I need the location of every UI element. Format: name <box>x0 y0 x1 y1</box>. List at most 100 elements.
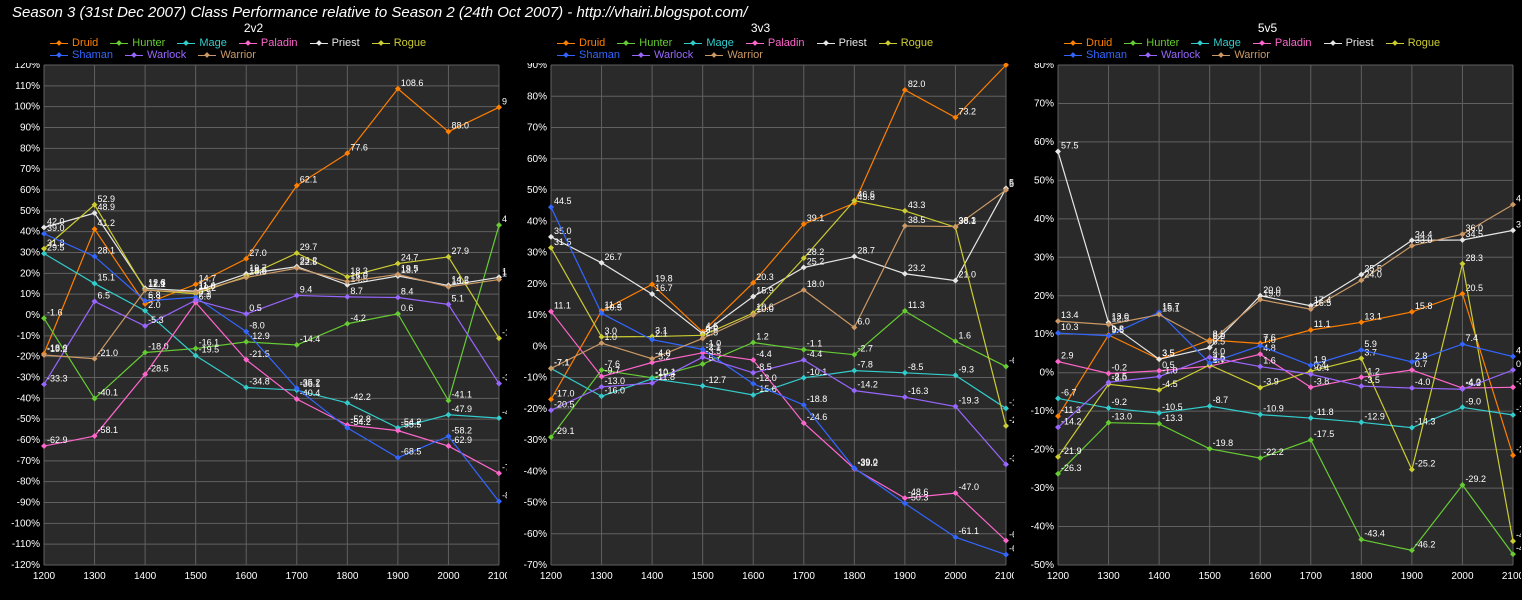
svg-text:6.5: 6.5 <box>98 290 111 300</box>
svg-text:-70%: -70% <box>524 560 547 571</box>
svg-text:-40%: -40% <box>524 466 547 477</box>
svg-text:10.5: 10.5 <box>605 302 623 312</box>
legend-item-priest: Priest <box>310 37 360 49</box>
svg-text:-9.0: -9.0 <box>1465 396 1481 406</box>
legend-marker-icon <box>125 55 143 56</box>
svg-text:70%: 70% <box>527 123 547 134</box>
svg-text:-35.2: -35.2 <box>300 377 321 387</box>
legend-marker-icon <box>372 43 390 44</box>
svg-text:1600: 1600 <box>742 571 765 582</box>
svg-text:2000: 2000 <box>944 571 967 582</box>
chart-panels: 2v2DruidHunterMagePaladinPriestRogueSham… <box>0 21 1522 583</box>
legend-marker-icon <box>705 55 723 56</box>
svg-text:-7.1: -7.1 <box>554 357 570 367</box>
legend-label: Warrior <box>727 49 763 61</box>
svg-text:-50%: -50% <box>524 498 547 509</box>
svg-text:1.2: 1.2 <box>756 332 769 342</box>
legend-item-druid: Druid <box>1064 37 1112 49</box>
legend-item-shaman: Shaman <box>50 49 113 61</box>
svg-text:1.0: 1.0 <box>605 332 618 342</box>
svg-text:-26.3: -26.3 <box>1061 463 1082 473</box>
svg-text:-3.5: -3.5 <box>1364 375 1380 385</box>
svg-text:-4.4: -4.4 <box>756 349 772 359</box>
svg-text:7.4: 7.4 <box>1465 333 1478 343</box>
svg-text:80%: 80% <box>1034 63 1054 71</box>
svg-text:24.7: 24.7 <box>401 253 419 263</box>
svg-text:-17.5: -17.5 <box>1314 429 1335 439</box>
svg-text:-110%: -110% <box>12 539 40 550</box>
legend-label: Rogue <box>394 37 426 49</box>
legend-item-hunter: Hunter <box>110 37 165 49</box>
svg-text:-6.7: -6.7 <box>1061 387 1077 397</box>
svg-text:-4.2: -4.2 <box>350 313 366 323</box>
svg-text:-3.5: -3.5 <box>706 346 722 356</box>
legend-item-shaman: Shaman <box>557 49 620 61</box>
svg-text:16.0: 16.0 <box>350 271 368 281</box>
svg-text:7.0: 7.0 <box>1263 335 1276 345</box>
svg-text:-1.6: -1.6 <box>47 307 63 317</box>
svg-text:4.2: 4.2 <box>1516 346 1521 356</box>
svg-text:100%: 100% <box>14 102 40 113</box>
svg-text:-33.3: -33.3 <box>47 373 68 383</box>
svg-text:5.9: 5.9 <box>1364 339 1377 349</box>
svg-text:-11.8: -11.8 <box>655 372 675 382</box>
legend: DruidHunterMagePaladinPriestRogueShamanW… <box>1014 35 1521 63</box>
svg-text:1800: 1800 <box>1350 571 1373 582</box>
svg-text:0.5: 0.5 <box>249 303 262 313</box>
legend-item-shaman: Shaman <box>1064 49 1127 61</box>
legend-label: Hunter <box>132 37 165 49</box>
legend-label: Warrior <box>1234 49 1270 61</box>
svg-text:-62.9: -62.9 <box>47 435 68 445</box>
svg-text:-50%: -50% <box>17 414 40 425</box>
svg-text:-18.8: -18.8 <box>807 394 828 404</box>
legend-item-hunter: Hunter <box>1124 37 1179 49</box>
legend-item-warrior: Warrior <box>198 49 256 61</box>
svg-text:3.5: 3.5 <box>1162 348 1175 358</box>
svg-text:1300: 1300 <box>83 571 106 582</box>
svg-text:-20%: -20% <box>17 352 40 363</box>
legend-item-paladin: Paladin <box>239 37 298 49</box>
svg-text:-13.0: -13.0 <box>605 376 626 386</box>
svg-text:-0.4: -0.4 <box>1314 363 1330 373</box>
svg-text:0%: 0% <box>1040 368 1055 379</box>
svg-text:-13.3: -13.3 <box>1162 413 1183 423</box>
legend-marker-icon <box>632 55 650 56</box>
svg-text:-70%: -70% <box>17 456 40 467</box>
legend-marker-icon <box>684 43 702 44</box>
svg-text:20.3: 20.3 <box>756 272 774 282</box>
svg-text:28.7: 28.7 <box>857 246 875 256</box>
svg-text:-68.5: -68.5 <box>401 447 422 457</box>
svg-text:33.0: 33.0 <box>1415 235 1433 245</box>
svg-text:27.0: 27.0 <box>249 248 267 258</box>
svg-text:1700: 1700 <box>286 571 309 582</box>
legend-marker-icon <box>1212 55 1230 56</box>
svg-text:-20.5: -20.5 <box>554 399 575 409</box>
svg-text:-2.5: -2.5 <box>1112 371 1128 381</box>
legend: DruidHunterMagePaladinPriestRogueShamanW… <box>0 35 507 63</box>
svg-text:-5.3: -5.3 <box>148 315 164 325</box>
svg-text:-10%: -10% <box>524 373 547 384</box>
legend-item-paladin: Paladin <box>746 37 805 49</box>
svg-text:-60%: -60% <box>17 435 40 446</box>
svg-text:1400: 1400 <box>641 571 664 582</box>
svg-text:38.5: 38.5 <box>908 215 926 225</box>
svg-text:60%: 60% <box>527 154 547 165</box>
svg-text:-10.9: -10.9 <box>1263 404 1284 414</box>
panel-title: 5v5 <box>1014 21 1521 35</box>
svg-text:80%: 80% <box>527 91 547 102</box>
legend-label: Druid <box>72 37 98 49</box>
svg-text:15.1: 15.1 <box>98 273 116 283</box>
svg-text:-17.0: -17.0 <box>554 388 575 398</box>
svg-text:-46.2: -46.2 <box>1415 539 1436 549</box>
legend-marker-icon <box>50 43 68 44</box>
svg-text:11.0: 11.0 <box>199 281 216 291</box>
svg-text:-100%: -100% <box>11 518 40 529</box>
svg-text:11.1: 11.1 <box>1314 319 1331 329</box>
legend-label: Priest <box>332 37 360 49</box>
legend-marker-icon <box>1064 43 1082 44</box>
svg-text:-14.3: -14.3 <box>1415 417 1436 427</box>
svg-text:28.2: 28.2 <box>807 247 825 257</box>
svg-text:0.7: 0.7 <box>1516 359 1521 369</box>
svg-text:0.6: 0.6 <box>401 303 414 313</box>
svg-text:-29.2: -29.2 <box>1465 474 1486 484</box>
